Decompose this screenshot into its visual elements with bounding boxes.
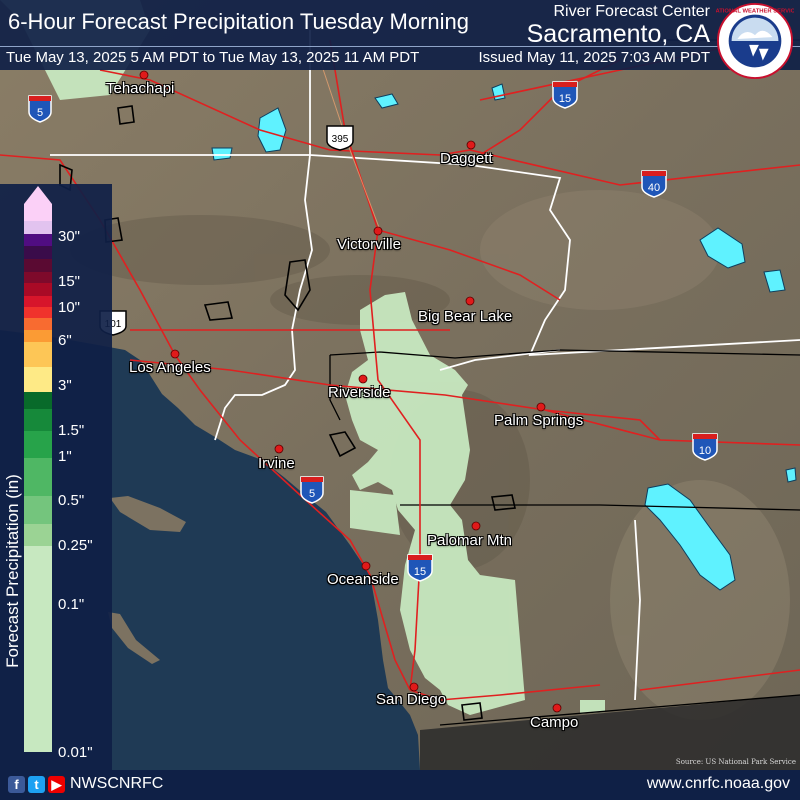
- header-banner: [0, 0, 800, 70]
- shield-label: 10: [699, 445, 711, 457]
- source-credit: Source: US National Park Service: [675, 758, 796, 766]
- shield-label: 40: [648, 182, 660, 194]
- rfc-label: River Forecast Center: [553, 3, 711, 20]
- shield-i15-north: 15: [552, 81, 578, 109]
- legend-swatch: [24, 296, 52, 307]
- city-label-palm-springs: Palm Springs: [494, 412, 584, 429]
- legend-swatch: [24, 392, 52, 409]
- footer-bar: [0, 770, 800, 800]
- city-label-san-diego: San Diego: [376, 691, 447, 708]
- mexico-mask: [420, 695, 800, 770]
- shield-i15-south: 15: [407, 554, 433, 582]
- city-label-tehachapi: Tehachapi: [106, 80, 175, 97]
- legend-title: Forecast Precipitation (in): [3, 474, 22, 668]
- shield-i10: 10: [692, 433, 718, 461]
- island-catalina: [110, 496, 186, 532]
- legend-swatch: [24, 272, 52, 283]
- island-san-clemente: [108, 612, 160, 664]
- lakes: [211, 83, 797, 591]
- city-label-campo: Campo: [530, 714, 579, 731]
- shield-label: 5: [37, 107, 43, 119]
- legend-swatch: [24, 307, 52, 318]
- twitter-icon[interactable]: t: [28, 776, 45, 793]
- shield-i5-south: 5: [300, 476, 324, 504]
- legend-value-label: 0.25": [58, 537, 93, 554]
- legend-value-label: 30": [58, 228, 81, 245]
- terrain-shading: [70, 190, 790, 720]
- legend-swatch: [24, 367, 52, 392]
- youtube-icon[interactable]: ▶: [48, 776, 65, 793]
- legend-value-label: 6": [58, 332, 72, 349]
- city-label-riverside: Riverside: [328, 384, 391, 401]
- legend-swatch: [24, 221, 52, 234]
- city-label-palomar-mtn: Palomar Mtn: [427, 532, 513, 549]
- burn-scars: [59, 105, 516, 721]
- office-name: Sacramento, CA: [526, 20, 710, 48]
- shield-label: 15: [414, 566, 426, 578]
- legend-swatch: [24, 283, 52, 296]
- legend-value-label: 0.5": [58, 492, 85, 509]
- legend-value-label: 0.01": [58, 744, 93, 761]
- legend-swatch: [24, 330, 52, 342]
- shield-i40: 40: [641, 170, 667, 198]
- state-boundaries: [50, 30, 800, 701]
- shield-label: 15: [559, 93, 571, 105]
- legend-value-label: 1.5": [58, 422, 85, 439]
- shield-us395: 395: [326, 125, 354, 151]
- legend-swatch: [24, 204, 52, 221]
- valid-period: Tue May 13, 2025 5 AM PDT to Tue May 13,…: [6, 49, 420, 66]
- rail-lines: [319, 59, 381, 231]
- legend-swatch: [24, 458, 52, 496]
- legend-swatch: [24, 246, 52, 259]
- city-label-oceanside: Oceanside: [327, 571, 399, 588]
- legend-swatch: [24, 259, 52, 272]
- city-label-daggett: Daggett: [440, 150, 493, 167]
- facebook-icon[interactable]: f: [8, 776, 25, 793]
- issued-time: Issued May 11, 2025 7:03 AM PDT: [478, 49, 710, 66]
- legend-swatch: [24, 594, 52, 752]
- legend-swatch: [24, 234, 52, 246]
- legend-arrow: [24, 186, 52, 204]
- city-dots: [139, 70, 562, 713]
- map-title: 6-Hour Forecast Precipitation Tuesday Mo…: [8, 9, 469, 34]
- legend-colorbar: [24, 186, 52, 752]
- legend-value-label: 1": [58, 448, 72, 465]
- logo-lettering: NATIONAL WEATHER SERVICE: [716, 9, 794, 15]
- city-label-los-angeles: Los Angeles: [129, 359, 211, 376]
- legend-swatch: [24, 318, 52, 330]
- city-label-big-bear-lake: Big Bear Lake: [418, 308, 513, 325]
- legend-value-label: 3": [58, 377, 72, 394]
- city-label-irvine: Irvine: [258, 455, 295, 472]
- nws-logo: NATIONAL WEATHER SERVICE: [716, 2, 794, 80]
- legend-swatch: [24, 431, 52, 458]
- legend-swatch: [24, 546, 52, 594]
- legend-swatch: [24, 342, 52, 367]
- legend-swatch: [24, 496, 52, 524]
- shield-label: 5: [309, 488, 315, 500]
- header-divider: [0, 46, 800, 47]
- city-label-victorville: Victorville: [337, 236, 401, 253]
- legend-value-label: 10": [58, 299, 81, 316]
- website-link[interactable]: www.cnrfc.noaa.gov: [646, 775, 790, 792]
- legend-value-label: 15": [58, 273, 81, 290]
- shield-label: 395: [332, 134, 349, 145]
- shield-label: 101: [105, 319, 122, 330]
- shield-i5-north: 5: [28, 95, 52, 123]
- social-handle[interactable]: NWSCNRFC: [70, 775, 164, 792]
- legend-value-label: 0.1": [58, 596, 85, 613]
- route-shields: 5 15 395 40 101 10: [28, 81, 718, 582]
- legend-panel: [0, 184, 112, 770]
- legend-swatch: [24, 409, 52, 431]
- legend-swatch: [24, 524, 52, 546]
